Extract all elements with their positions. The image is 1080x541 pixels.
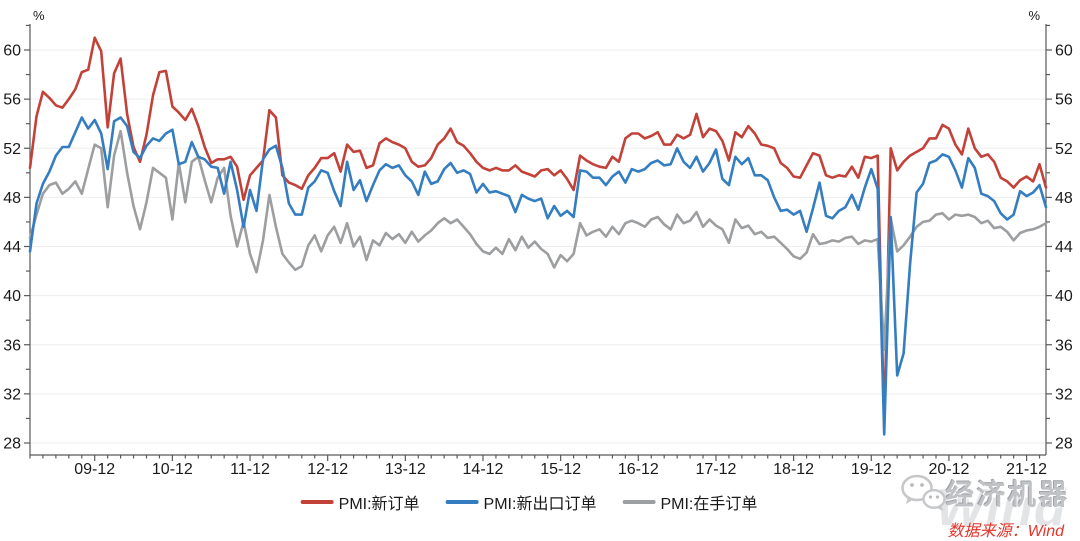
y-axis-label-right: 32 [1055, 386, 1073, 403]
y-axis-label-left: 44 [3, 239, 21, 256]
y-axis-label-left: 40 [3, 288, 21, 305]
legend-line-red [300, 500, 334, 504]
legend-label-new-export-orders: PMI:新出口订单 [483, 496, 597, 513]
y-axis-label-left: 48 [3, 190, 21, 207]
x-axis-label: 13-12 [385, 461, 426, 478]
y-axis-label-right: 52 [1055, 141, 1073, 158]
y-axis-label-left: 32 [3, 386, 21, 403]
x-axis-label: 16-12 [618, 461, 659, 478]
brand-watermark-text: 经济机器 [946, 479, 1071, 510]
y-axis-label-right: 56 [1055, 92, 1073, 109]
y-axis-label-left: 52 [3, 141, 21, 158]
legend-item-backlog-orders: PMI:在手订单 [622, 490, 757, 514]
chart-legend: PMI:新订单 PMI:新出口订单 PMI:在手订单 [300, 490, 757, 514]
y-axis-label-right: 40 [1055, 288, 1073, 305]
y-axis-unit-left: % [33, 8, 45, 23]
x-axis-label: 20-12 [928, 461, 969, 478]
x-axis-label: 10-12 [152, 461, 193, 478]
series-line-1 [28, 116, 1048, 436]
series-line-0 [28, 36, 1048, 429]
y-axis-label-right: 60 [1055, 43, 1073, 60]
legend-label-backlog-orders: PMI:在手订单 [660, 496, 758, 513]
wechat-logo-icon [901, 474, 946, 511]
x-axis-label: 18-12 [773, 461, 814, 478]
y-axis-label-left: 60 [3, 43, 21, 60]
x-axis-label: 09-12 [74, 461, 115, 478]
y-axis-label-right: 28 [1055, 436, 1073, 453]
x-axis-label: 15-12 [540, 461, 581, 478]
legend-line-gray [622, 500, 656, 504]
x-axis-label: 19-12 [851, 461, 892, 478]
legend-item-new-orders: PMI:新订单 [300, 490, 420, 514]
y-axis-label-right: 48 [1055, 190, 1073, 207]
brand-watermark: 经济机器 [900, 473, 1070, 513]
wind-watermark-text: Wind [936, 479, 1067, 537]
legend-item-new-export-orders: PMI:新出口订单 [445, 490, 597, 514]
y-axis-label-left: 28 [3, 436, 21, 453]
y-axis-label-left: 36 [3, 337, 21, 354]
x-axis-label: 11-12 [230, 461, 270, 478]
legend-line-blue [445, 500, 479, 504]
y-axis-label-left: 56 [3, 92, 21, 109]
series-line-2 [28, 129, 1048, 352]
y-axis-label-right: 44 [1055, 239, 1073, 256]
x-axis-label: 17-12 [696, 461, 737, 478]
x-axis-label: 21-12 [1006, 461, 1047, 478]
data-source-note: 数据来源：Wind [947, 523, 1064, 540]
y-axis-label-right: 36 [1055, 337, 1073, 354]
x-axis-label: 12-12 [307, 461, 348, 478]
legend-label-new-orders: PMI:新订单 [338, 496, 420, 513]
x-axis-label: 14-12 [463, 461, 504, 478]
y-axis-unit-right: % [1028, 8, 1040, 23]
